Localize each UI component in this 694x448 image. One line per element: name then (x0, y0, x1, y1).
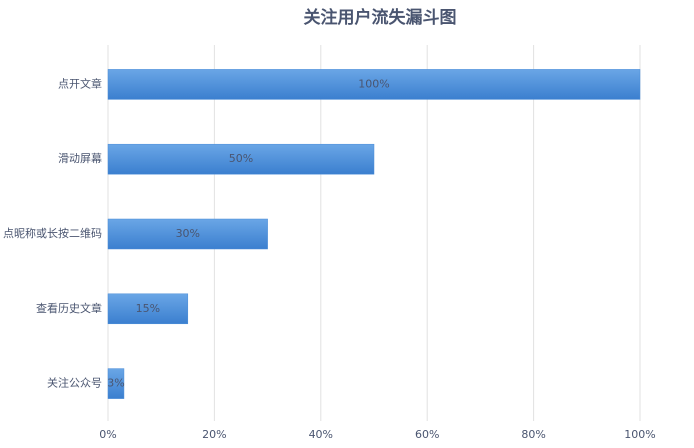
value-label: 50% (229, 152, 253, 165)
x-tick-label: 20% (202, 428, 226, 441)
chart-title: 关注用户流失漏斗图 (304, 7, 457, 28)
value-label: 3% (107, 377, 124, 390)
y-tick-label: 滑动屏幕 (58, 151, 102, 165)
y-tick-label: 点开文章 (58, 76, 102, 90)
x-tick-label: 60% (415, 428, 439, 441)
bar (107, 143, 375, 175)
bar (107, 293, 189, 325)
value-label: 100% (358, 77, 389, 90)
x-tick-label: 80% (521, 428, 545, 441)
bar (107, 218, 268, 250)
x-tick-label: 100% (624, 428, 655, 441)
value-label: 15% (136, 302, 160, 315)
y-tick-label: 点昵称或长按二维码 (3, 226, 102, 240)
x-tick-label: 40% (309, 428, 333, 441)
y-tick-label: 关注公众号 (47, 376, 102, 390)
y-tick-label: 查看历史文章 (36, 301, 102, 315)
x-tick-label: 0% (99, 428, 116, 441)
bar (107, 368, 125, 399)
value-label: 30% (176, 227, 200, 240)
bar (107, 69, 641, 100)
